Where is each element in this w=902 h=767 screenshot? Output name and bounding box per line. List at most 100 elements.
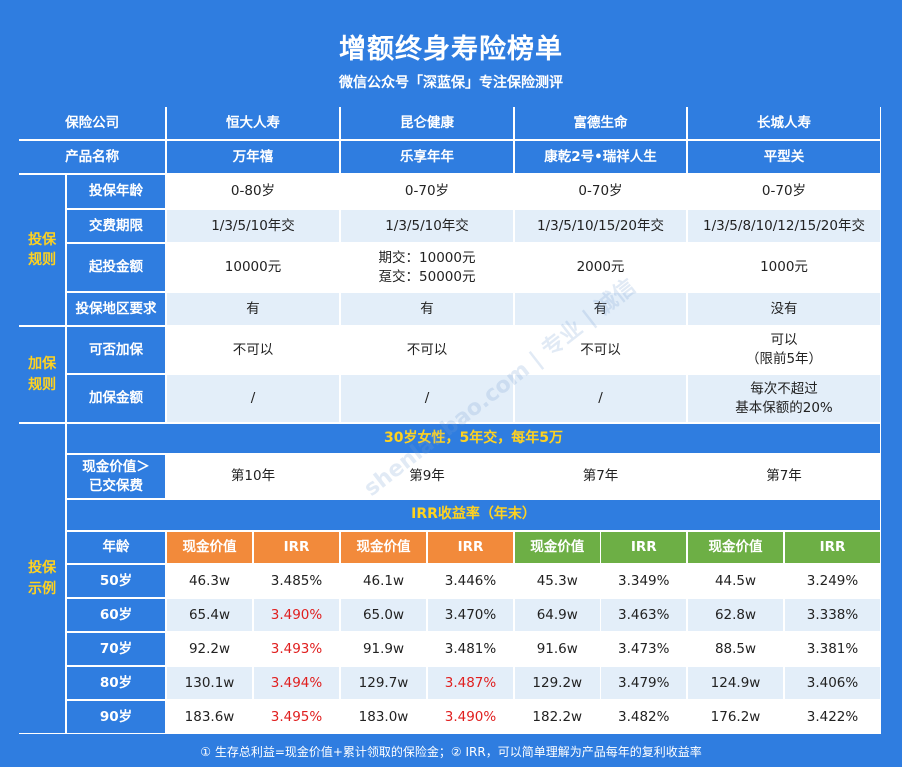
cash-value-cell: 65.4w xyxy=(166,598,253,632)
rule-value: 有 xyxy=(166,292,340,326)
cash-exceed-value: 第9年 xyxy=(340,454,514,499)
rule-row-label: 投保年龄 xyxy=(66,174,166,209)
section-label-add: 加保 规则 xyxy=(19,326,66,423)
age-label: 90岁 xyxy=(66,700,166,734)
rule-value: 1/3/5/10/15/20年交 xyxy=(514,209,687,243)
cash-value-cell: 65.0w xyxy=(340,598,427,632)
add-value: 可以 （限前5年） xyxy=(687,326,881,374)
rule-value: 没有 xyxy=(687,292,881,326)
irr-cell: 3.349% xyxy=(601,564,687,598)
product-name: 平型关 xyxy=(687,140,881,174)
cash-value-cell: 62.8w xyxy=(687,598,784,632)
cash-exceed-value: 第7年 xyxy=(514,454,687,499)
cash-exceed-label: 现金价值＞ 已交保费 xyxy=(66,454,166,499)
age-label: 80岁 xyxy=(66,666,166,700)
cash-value-cell: 183.0w xyxy=(340,700,427,734)
irr-cell: 3.381% xyxy=(784,632,881,666)
company-name: 富德生命 xyxy=(514,107,687,140)
cash-value-cell: 44.5w xyxy=(687,564,784,598)
cash-value-cell: 176.2w xyxy=(687,700,784,734)
add-value: / xyxy=(514,374,687,423)
irr-cell: 3.446% xyxy=(427,564,514,598)
add-row-label: 可否加保 xyxy=(66,326,166,374)
age-label: 50岁 xyxy=(66,564,166,598)
irr-cell: 3.493% xyxy=(253,632,340,666)
add-value: / xyxy=(340,374,514,423)
rule-value: 1000元 xyxy=(687,243,881,292)
age-label: 70岁 xyxy=(66,632,166,666)
rule-value: 0-70岁 xyxy=(687,174,881,209)
example-band-irr: IRR收益率（年末） xyxy=(66,499,881,531)
page-title: 增额终身寿险榜单 xyxy=(339,34,563,65)
cash-value-cell: 88.5w xyxy=(687,632,784,666)
irr-cell: 3.490% xyxy=(253,598,340,632)
rule-value: 0-70岁 xyxy=(340,174,514,209)
irr-cell: 3.249% xyxy=(784,564,881,598)
company-name: 昆仑健康 xyxy=(340,107,514,140)
rule-row-label: 起投金额 xyxy=(66,243,166,292)
cash-value-header: 现金价值 xyxy=(687,531,784,564)
add-value: / xyxy=(166,374,340,423)
irr-cell: 3.479% xyxy=(601,666,687,700)
cash-value-cell: 183.6w xyxy=(166,700,253,734)
irr-cell: 3.485% xyxy=(253,564,340,598)
irr-cell: 3.494% xyxy=(253,666,340,700)
cash-value-cell: 129.7w xyxy=(340,666,427,700)
add-row-label: 加保金额 xyxy=(66,374,166,423)
company-header-label: 保险公司 xyxy=(19,107,166,140)
example-band-case: 30岁女性，5年交，每年5万 xyxy=(66,423,881,454)
section-label-rules: 投保 规则 xyxy=(19,174,66,326)
cash-value-header: 现金价值 xyxy=(514,531,600,564)
irr-cell: 3.482% xyxy=(601,700,687,734)
cash-value-cell: 182.2w xyxy=(514,700,600,734)
rule-row-label: 交费期限 xyxy=(66,209,166,243)
rule-value: 0-70岁 xyxy=(514,174,687,209)
cash-value-cell: 46.1w xyxy=(340,564,427,598)
ranking-table: 保险公司 恒大人寿 昆仑健康 富德生命 长城人寿产品名称 万年禧 乐享年年 康乾2号•瑞祥人生… xyxy=(19,107,881,734)
rule-value: 1/3/5/8/10/12/15/20年交 xyxy=(687,209,881,243)
company-name: 恒大人寿 xyxy=(166,107,340,140)
irr-header: IRR xyxy=(601,531,687,564)
irr-cell: 3.338% xyxy=(784,598,881,632)
irr-cell: 3.406% xyxy=(784,666,881,700)
irr-cell: 3.487% xyxy=(427,666,514,700)
rule-value: 2000元 xyxy=(514,243,687,292)
irr-cell: 3.490% xyxy=(427,700,514,734)
irr-cell: 3.470% xyxy=(427,598,514,632)
cash-exceed-value: 第10年 xyxy=(166,454,340,499)
page-subtitle: 微信公众号「深蓝保」专注保险测评 xyxy=(339,75,563,91)
irr-header: IRR xyxy=(427,531,514,564)
cash-value-cell: 91.6w xyxy=(514,632,600,666)
product-name: 万年禧 xyxy=(166,140,340,174)
footnote: ① 生存总利益=现金价值+累计领取的保险金；② IRR，可以简单理解为产品每年的… xyxy=(200,745,702,759)
cash-value-header: 现金价值 xyxy=(340,531,427,564)
product-header-label: 产品名称 xyxy=(19,140,166,174)
rule-value: 1/3/5/10年交 xyxy=(166,209,340,243)
rule-value: 有 xyxy=(514,292,687,326)
irr-header: IRR xyxy=(253,531,340,564)
age-label: 60岁 xyxy=(66,598,166,632)
irr-cell: 3.473% xyxy=(601,632,687,666)
cash-value-cell: 45.3w xyxy=(514,564,600,598)
cash-value-cell: 124.9w xyxy=(687,666,784,700)
product-name: 康乾2号•瑞祥人生 xyxy=(514,140,687,174)
irr-cell: 3.495% xyxy=(253,700,340,734)
irr-header: IRR xyxy=(784,531,881,564)
cash-exceed-value: 第7年 xyxy=(687,454,881,499)
cash-value-cell: 91.9w xyxy=(340,632,427,666)
product-name: 乐享年年 xyxy=(340,140,514,174)
company-name: 长城人寿 xyxy=(687,107,881,140)
add-value: 不可以 xyxy=(340,326,514,374)
rule-value: 1/3/5/10年交 xyxy=(340,209,514,243)
cash-value-cell: 130.1w xyxy=(166,666,253,700)
cash-value-cell: 129.2w xyxy=(514,666,600,700)
cash-value-cell: 46.3w xyxy=(166,564,253,598)
irr-cell: 3.422% xyxy=(784,700,881,734)
rule-value: 10000元 xyxy=(166,243,340,292)
section-label-example: 投保 示例 xyxy=(19,423,66,734)
age-header: 年龄 xyxy=(66,531,166,564)
rule-row-label: 投保地区要求 xyxy=(66,292,166,326)
irr-cell: 3.481% xyxy=(427,632,514,666)
add-value: 不可以 xyxy=(514,326,687,374)
add-value: 每次不超过 基本保额的20% xyxy=(687,374,881,423)
